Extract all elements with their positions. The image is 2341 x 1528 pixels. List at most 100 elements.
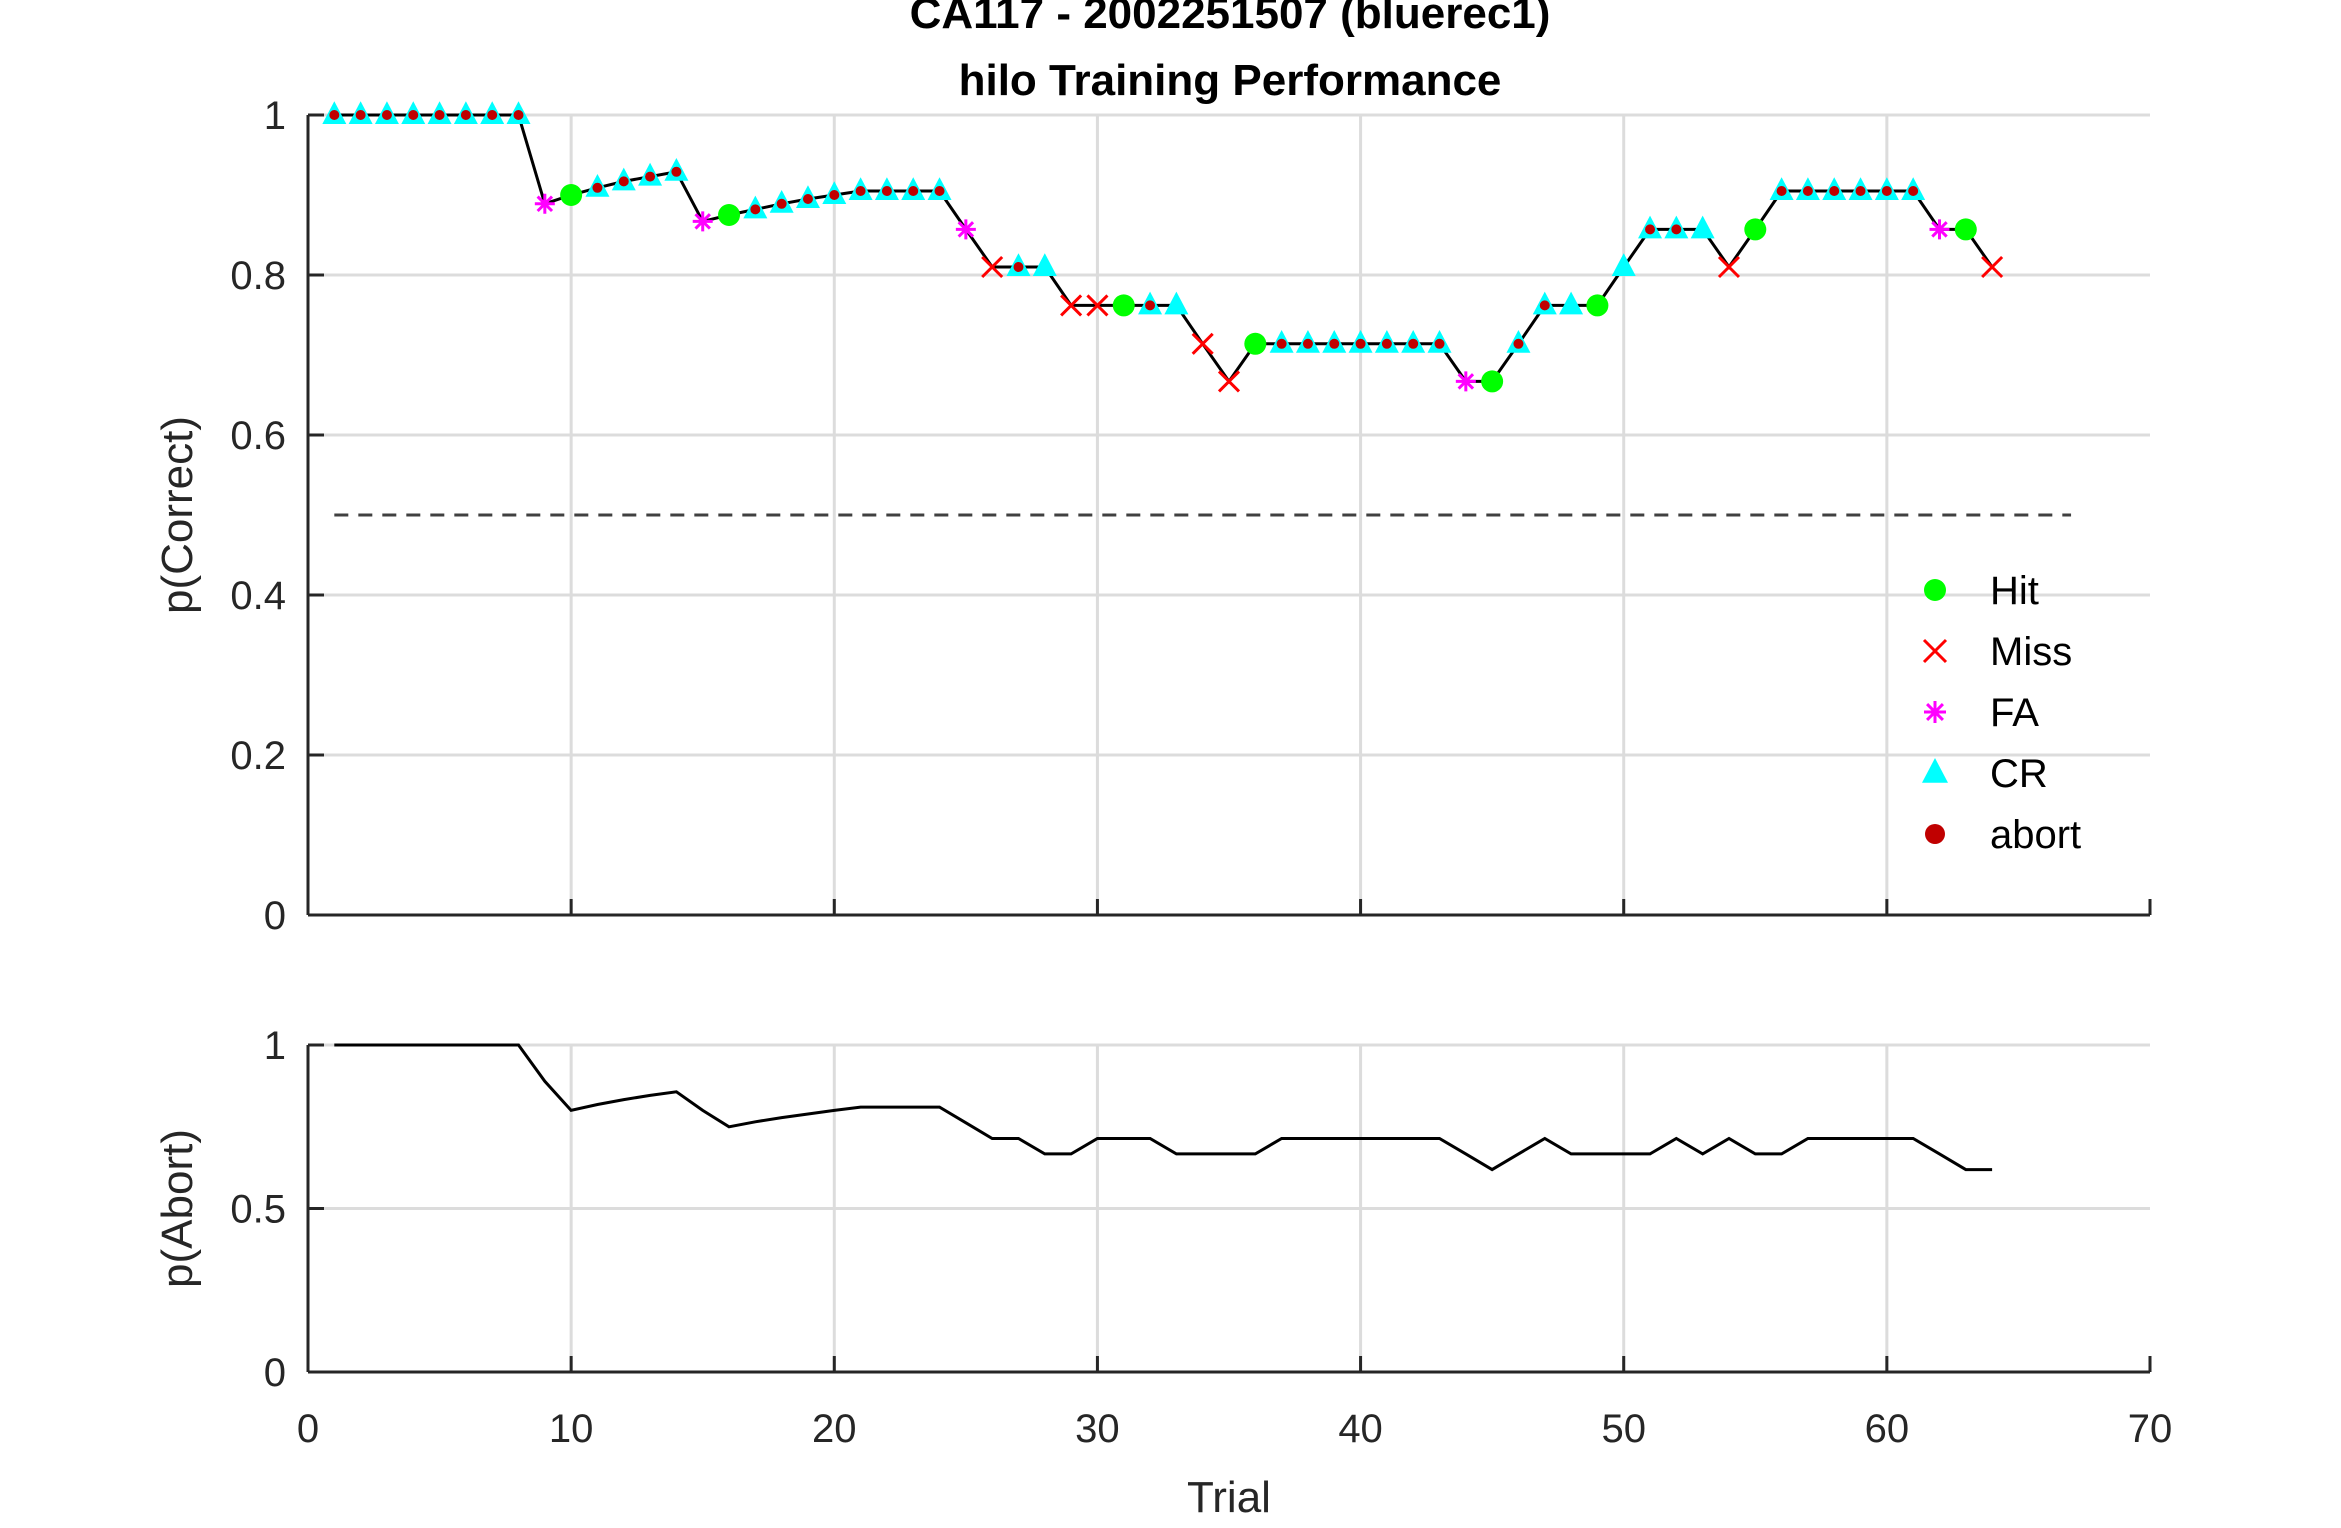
marker-abort [434,110,445,120]
marker-cr [1559,291,1584,315]
marker-abort [408,110,419,120]
marker-abort [513,110,524,120]
legend-marker-hit [1924,579,1946,601]
marker-abort [1855,186,1866,196]
bottom-axes: 00.510 10 20 30 40 50 60 70p(Abort)Trial [153,1024,2172,1522]
x-tick-label: 20 [812,1407,857,1451]
marker-abort [1408,338,1419,349]
marker-abort [855,186,866,196]
y-tick-label: 0 [264,1351,286,1395]
marker-abort [1145,300,1156,311]
marker-abort [329,110,340,120]
x-tick-label: 0 [297,1407,319,1451]
y-tick-label: 0.8 [230,254,286,298]
marker-hit [1744,218,1767,241]
marker-abort [802,194,813,204]
marker-abort [671,166,682,177]
legend-label-abort: abort [1990,813,2081,857]
marker-hit [1481,370,1504,393]
marker-abort [1908,186,1919,196]
marker-abort [1329,338,1340,349]
marker-abort [1776,186,1787,196]
y-tick-label: 0.5 [230,1188,286,1232]
x-tick-label: 60 [1865,1407,1910,1451]
marker-miss [1191,332,1214,355]
y-tick-label: 1 [264,94,286,138]
marker-abort [592,182,603,193]
marker-abort [1434,338,1445,349]
marker-hit [1954,218,1977,241]
marker-miss [1717,255,1741,279]
marker-abort [1355,338,1366,349]
chart-title-line1: CA117 - 2002251507 (bluerec1) [910,0,1551,38]
marker-fa [692,211,713,232]
x-axis-label: Trial [1187,1473,1271,1522]
marker-hit [1112,294,1135,317]
y-tick-label: 1 [264,1024,286,1068]
marker-cr [1611,253,1636,276]
legend-marker-cr [1922,758,1948,783]
y-tick-label: 0.4 [230,574,286,618]
marker-abort [829,190,840,200]
x-tick-label: 10 [549,1407,594,1451]
marker-abort [908,186,919,196]
marker-abort [1381,338,1392,349]
marker-abort [487,110,498,120]
marker-hit [1244,332,1267,355]
marker-cr [1032,253,1057,276]
marker-abort [1539,300,1550,311]
abort-rate-line [334,1043,1993,1172]
marker-abort [355,110,366,120]
x-tick-label: 30 [1075,1407,1120,1451]
marker-abort [1013,262,1024,272]
marker-fa [955,219,976,240]
legend-marker-abort [1925,824,1945,844]
top-axes: 0 0.2 0.4 0.6 0.8 1 p(Correct) Hit Miss FA CR abort [153,94,2152,938]
y-axis-label: p(Abort) [153,1129,202,1288]
y-axis-label: p(Correct) [153,416,202,614]
legend: Hit Miss FA CR abort [1922,569,2081,857]
marker-hit [1586,294,1609,317]
marker-abort [1829,186,1840,196]
marker-abort [1302,338,1313,349]
marker-abort [750,204,761,215]
marker-cr [1164,291,1189,315]
marker-abort [776,198,787,209]
legend-label-hit: Hit [1990,569,2039,613]
y-tick-label: 0.2 [230,734,286,778]
legend-label-cr: CR [1990,752,2048,796]
marker-miss [981,255,1004,279]
y-tick-label: 0.6 [230,414,286,458]
marker-fa [1929,219,1950,240]
marker-abort [881,186,892,196]
marker-abort [1671,224,1682,235]
marker-fa [534,193,555,214]
marker-hit [718,204,741,226]
marker-hit [560,184,583,206]
marker-miss [1060,294,1083,317]
marker-abort [645,171,656,182]
performance-line [334,113,1994,385]
marker-cr [1690,215,1715,239]
chart-title-line2: hilo Training Performance [959,56,1502,105]
marker-fa [1455,371,1476,392]
legend-label-fa: FA [1990,691,2039,735]
marker-abort [1276,338,1287,349]
marker-abort [1881,186,1892,196]
legend-marker-miss [1922,638,1948,664]
marker-abort [934,186,945,196]
marker-miss [1981,255,2004,279]
legend-marker-fa [1924,701,1946,723]
marker-abort [1645,224,1656,235]
marker-abort [1802,186,1813,196]
marker-miss [1086,294,1109,317]
marker-abort [460,110,471,120]
marker-abort [618,176,629,187]
x-tick-label: 70 [2128,1407,2173,1451]
marker-abort [1513,338,1524,349]
x-tick-label: 50 [1601,1407,1646,1451]
marker-abort [381,110,392,120]
marker-miss [1217,370,1241,393]
